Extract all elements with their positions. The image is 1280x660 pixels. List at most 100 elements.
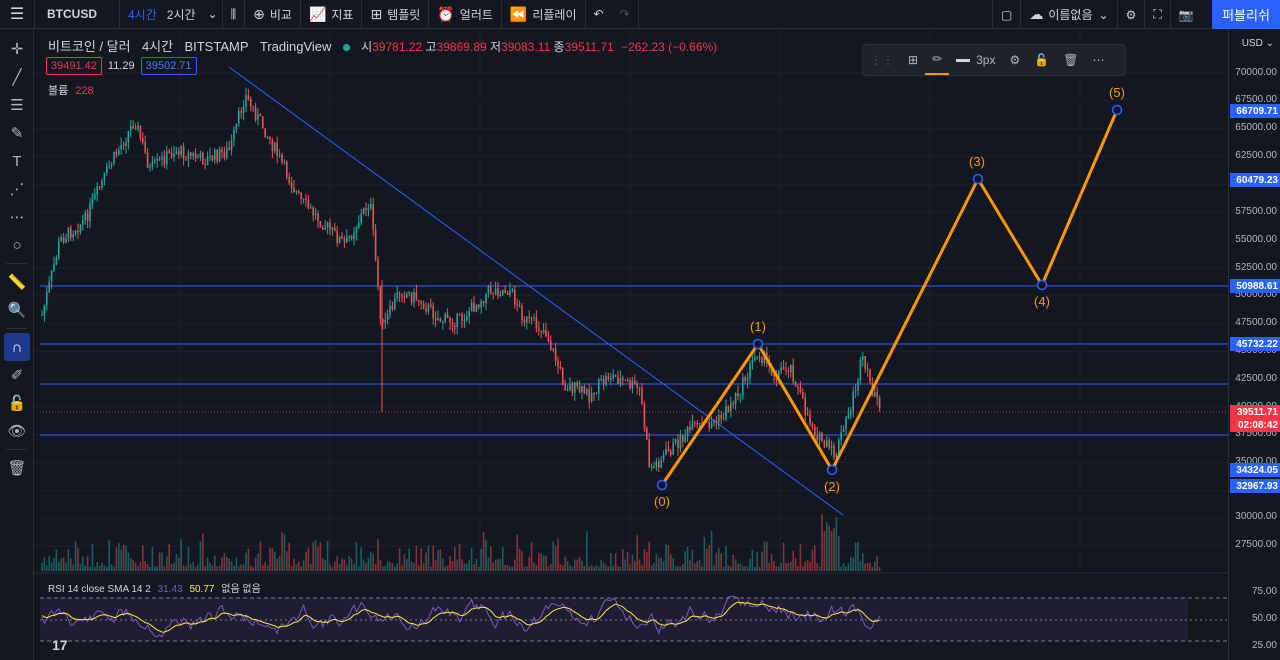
candle-body bbox=[252, 106, 254, 108]
symbol-search[interactable]: BTCUSD bbox=[47, 7, 97, 21]
more-button[interactable]: ⋯ bbox=[1085, 45, 1111, 75]
undo-button[interactable]: ↶ bbox=[586, 0, 612, 29]
ask-price[interactable]: 39502.71 bbox=[140, 57, 197, 75]
volume-bar bbox=[329, 564, 331, 571]
line-width-button[interactable]: 3px bbox=[949, 45, 1002, 75]
candle-body bbox=[185, 158, 187, 160]
candle-body bbox=[646, 427, 648, 440]
volume-bar bbox=[442, 558, 444, 571]
volume-bar bbox=[350, 558, 353, 571]
candle-body bbox=[374, 229, 377, 260]
chart-canvas[interactable]: 17 bbox=[34, 29, 1228, 660]
chevron-down-icon[interactable]: ⌄ bbox=[207, 7, 218, 21]
replay-button[interactable]: ⏪ 리플레이 bbox=[502, 0, 585, 29]
trash-icon[interactable]: 🗑 bbox=[7, 460, 27, 477]
volume-bar bbox=[694, 563, 696, 571]
magnet-icon[interactable]: ∩ bbox=[4, 333, 30, 361]
volume-bar bbox=[610, 553, 612, 571]
volume-bar bbox=[840, 566, 842, 571]
candle-body bbox=[245, 95, 247, 107]
drawing-delete-button[interactable]: 🗑 bbox=[1056, 45, 1085, 75]
volume-bar bbox=[499, 558, 502, 571]
candle-body bbox=[300, 192, 302, 199]
volume-bar bbox=[398, 548, 401, 571]
lock-drawing-icon[interactable]: ✐ bbox=[10, 367, 24, 384]
zoom-in-icon[interactable]: 🔍 bbox=[7, 302, 27, 319]
volume-bar bbox=[480, 548, 482, 571]
template-add-button[interactable]: ⊞ bbox=[901, 45, 925, 75]
forecast-icon[interactable]: ⋯ bbox=[9, 209, 25, 226]
volume-bar bbox=[559, 563, 562, 571]
layout-name-button[interactable]: ☁ 이름없음 ⌄ bbox=[1021, 0, 1116, 29]
pattern-icon[interactable]: ⋰ bbox=[9, 181, 25, 198]
line-width-label: 3px bbox=[976, 53, 996, 67]
drag-handle-icon[interactable]: ⋮⋮ bbox=[870, 53, 894, 67]
bid-price[interactable]: 39491.42 bbox=[46, 57, 102, 75]
volume-bar bbox=[718, 547, 720, 571]
publish-button[interactable]: 퍼블리쉬 bbox=[1212, 0, 1280, 29]
price-axis[interactable]: USD ⌄ 70000.00 67500.00 65000.00 62500.00 60… bbox=[1228, 29, 1280, 660]
candle-body bbox=[674, 439, 677, 443]
crosshair-icon[interactable]: ✛ bbox=[10, 41, 24, 58]
candle-body bbox=[516, 304, 518, 306]
lock-icon[interactable]: 🔓 bbox=[7, 395, 27, 412]
line-color-button[interactable]: ✏ bbox=[925, 45, 950, 75]
volume-bar bbox=[53, 557, 55, 571]
drawing-lock-button[interactable]: 🔓 bbox=[1027, 45, 1056, 75]
shapes-icon[interactable]: ○ bbox=[12, 236, 22, 254]
candle-body bbox=[163, 156, 166, 165]
chart-pane[interactable]: 17 bbox=[34, 29, 1228, 660]
volume-bar bbox=[300, 566, 302, 571]
volume-bar bbox=[550, 564, 552, 571]
fib-icon[interactable]: ☰ bbox=[10, 97, 24, 114]
rsi-tick: 25.00 bbox=[1251, 640, 1277, 651]
candle-body bbox=[737, 393, 739, 397]
candle-body bbox=[535, 317, 538, 329]
candle-body bbox=[847, 414, 850, 419]
chart-type-button[interactable]: ⫼ bbox=[223, 0, 245, 29]
layout-button[interactable]: ▢ bbox=[993, 0, 1020, 29]
settings-button[interactable]: ⚙ bbox=[1118, 0, 1145, 29]
text-icon[interactable]: T bbox=[12, 152, 22, 170]
volume-bar bbox=[384, 565, 386, 571]
volume-bar bbox=[679, 566, 682, 571]
templates-button[interactable]: ⊞ 템플릿 bbox=[362, 0, 428, 29]
volume-bar bbox=[413, 563, 415, 571]
candle-body bbox=[72, 234, 74, 238]
volume-bar bbox=[468, 560, 470, 571]
volume-bar bbox=[682, 564, 684, 571]
indicators-button[interactable]: 📈 지표 bbox=[301, 0, 362, 29]
fullscreen-button[interactable]: ⛶ bbox=[1145, 0, 1169, 29]
volume-bar bbox=[631, 554, 634, 571]
volume-bar bbox=[72, 564, 74, 571]
brush-icon[interactable]: ✎ bbox=[10, 125, 24, 142]
compare-button[interactable]: ⊕ 비교 bbox=[245, 0, 300, 29]
candle-body bbox=[840, 431, 842, 440]
volume-bar bbox=[331, 566, 334, 571]
candle-body bbox=[842, 428, 845, 432]
currency-selector[interactable]: USD ⌄ bbox=[1241, 38, 1274, 49]
redo-button[interactable]: ↷ bbox=[612, 0, 638, 29]
trend-line-icon[interactable]: ╱ bbox=[12, 69, 22, 86]
ruler-icon[interactable]: 📏 bbox=[7, 274, 27, 291]
snapshot-button[interactable]: 📷 bbox=[1171, 0, 1202, 29]
grid-icon: ⊞ bbox=[370, 5, 383, 22]
timeframe-2h[interactable]: 2시간 bbox=[166, 7, 196, 22]
price-label-box: 34324.05 bbox=[1230, 463, 1280, 477]
volume-bar bbox=[653, 563, 655, 571]
volume-bar bbox=[458, 543, 461, 571]
candle-body bbox=[470, 302, 473, 312]
candle-body bbox=[595, 393, 598, 395]
candle-body bbox=[367, 207, 370, 211]
alerts-button[interactable]: ⏰ 얼러트 bbox=[429, 0, 501, 29]
candle-body bbox=[293, 187, 295, 193]
menu-icon[interactable]: ☰ bbox=[9, 6, 25, 23]
drawing-settings-button[interactable]: ⚙ bbox=[1002, 45, 1027, 75]
volume-bar bbox=[252, 566, 254, 571]
candle-body bbox=[403, 296, 406, 298]
volume-bar bbox=[689, 560, 691, 571]
volume-bar bbox=[46, 565, 48, 571]
eye-icon[interactable]: 👁 bbox=[7, 423, 27, 440]
timeframe-4h[interactable]: 4시간 bbox=[128, 7, 157, 22]
candle-body bbox=[547, 336, 550, 342]
